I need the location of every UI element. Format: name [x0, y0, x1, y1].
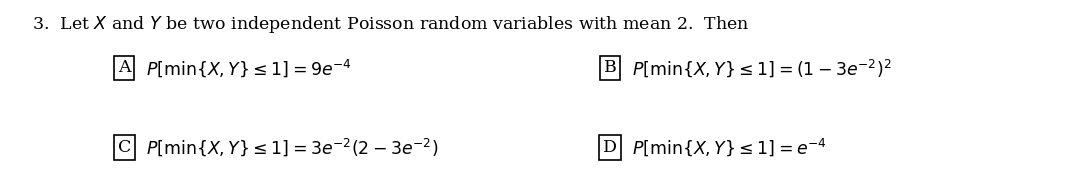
Text: $P[\min\{X,Y\} \leq 1] = e^{-4}$: $P[\min\{X,Y\} \leq 1] = e^{-4}$	[632, 137, 826, 158]
Text: D: D	[604, 139, 617, 156]
Text: 3.  Let $X$ and $Y$ be two independent Poisson random variables with mean 2.  Th: 3. Let $X$ and $Y$ be two independent Po…	[32, 14, 751, 35]
Text: $P[\min\{X,Y\} \leq 1] = (1 - 3e^{-2})^{2}$: $P[\min\{X,Y\} \leq 1] = (1 - 3e^{-2})^{…	[632, 57, 891, 79]
Text: A: A	[118, 59, 131, 76]
Text: $P[\min\{X,Y\} \leq 1] = 9e^{-4}$: $P[\min\{X,Y\} \leq 1] = 9e^{-4}$	[146, 57, 352, 79]
Text: $P[\min\{X,Y\} \leq 1] = 3e^{-2}(2 - 3e^{-2})$: $P[\min\{X,Y\} \leq 1] = 3e^{-2}(2 - 3e^…	[146, 137, 438, 158]
Text: B: B	[604, 59, 617, 76]
Text: C: C	[118, 139, 131, 156]
